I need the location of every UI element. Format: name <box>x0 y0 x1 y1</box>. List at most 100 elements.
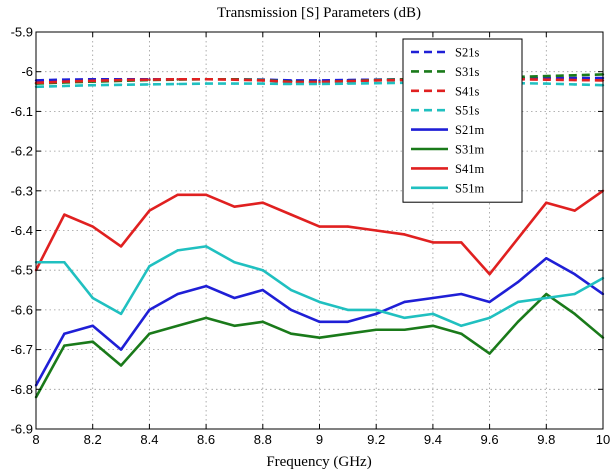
data-point <box>460 332 463 335</box>
x-tick-label: 9 <box>316 432 323 447</box>
data-point <box>204 193 208 196</box>
data-point <box>375 308 378 312</box>
data-point <box>488 300 491 304</box>
data-point <box>204 316 208 320</box>
data-point <box>573 272 576 276</box>
data-point <box>261 269 264 272</box>
y-tick-label: -6.3 <box>11 183 33 198</box>
x-tick-label: 9.6 <box>481 432 499 447</box>
data-point <box>318 225 321 228</box>
data-point <box>375 79 378 82</box>
data-point <box>460 292 463 296</box>
legend-label: S21s <box>455 46 479 60</box>
data-point <box>516 300 520 304</box>
data-point <box>318 300 321 304</box>
data-point <box>119 78 123 82</box>
data-point <box>289 308 293 312</box>
data-point <box>488 352 491 355</box>
data-point <box>148 332 151 335</box>
data-point <box>261 79 264 82</box>
data-point <box>63 344 66 347</box>
data-point <box>573 209 576 212</box>
data-point <box>545 82 548 85</box>
data-point <box>375 312 378 316</box>
legend-label: S21m <box>455 123 484 137</box>
data-point <box>545 296 548 300</box>
data-point <box>119 348 123 351</box>
data-point <box>545 78 548 81</box>
x-tick-label: 8.2 <box>84 432 102 447</box>
data-point <box>488 316 491 320</box>
data-point <box>516 280 520 284</box>
series-S31m <box>34 292 605 399</box>
legend-item: S31s <box>411 65 479 79</box>
data-point <box>403 316 406 320</box>
x-tick-label: 9.2 <box>367 432 385 447</box>
data-point <box>148 78 151 81</box>
data-point <box>148 265 151 268</box>
data-point <box>91 225 94 228</box>
data-point <box>573 78 576 82</box>
y-tick-label: -6.6 <box>11 302 33 317</box>
data-point <box>375 229 378 232</box>
data-point <box>516 237 520 240</box>
y-tick-label: -6.9 <box>11 422 33 437</box>
y-tick-label: -6.1 <box>11 104 33 119</box>
data-point <box>346 308 350 312</box>
data-point <box>204 284 208 288</box>
y-tick-label: -6.5 <box>11 263 33 278</box>
data-point <box>63 213 66 216</box>
data-point <box>63 80 66 83</box>
data-point <box>375 328 378 331</box>
data-point <box>346 225 350 228</box>
data-point <box>346 332 350 335</box>
legend-item: S51s <box>411 104 479 118</box>
data-point <box>346 320 350 324</box>
data-point <box>573 312 576 316</box>
data-point <box>289 288 293 292</box>
data-point <box>91 324 94 327</box>
data-point <box>289 82 293 86</box>
data-point <box>176 78 179 81</box>
legend-label: S31s <box>455 65 479 79</box>
data-point <box>233 261 236 264</box>
data-point <box>545 292 548 296</box>
data-point <box>573 83 576 86</box>
data-point <box>488 272 491 276</box>
data-point <box>261 320 264 324</box>
data-point <box>233 205 236 208</box>
data-point <box>204 245 208 248</box>
data-point <box>460 324 463 327</box>
x-tick-label: 8.8 <box>254 432 272 447</box>
x-tick-label: 9.8 <box>537 432 555 447</box>
data-point <box>516 320 520 324</box>
data-point <box>119 312 123 316</box>
data-point <box>63 84 66 88</box>
y-tick-label: -6.4 <box>11 223 33 238</box>
legend-item: S21m <box>411 123 484 137</box>
data-point <box>63 332 66 335</box>
y-tick-label: -6.2 <box>11 144 33 159</box>
x-axis-label: Frequency (GHz) <box>266 454 371 470</box>
data-point <box>91 79 94 83</box>
data-point <box>176 82 179 86</box>
data-point <box>573 74 576 77</box>
x-tick-label: 8 <box>32 432 39 447</box>
data-point <box>148 308 151 312</box>
axis-ticks: 8 8.2 8.4 8.6 8.8 9 9.2 9.4 9.6 9.8 10 -5.9 -6 -6.1 -6… <box>11 25 611 448</box>
data-point <box>119 245 123 248</box>
y-tick-label: -6.8 <box>11 382 33 397</box>
data-point <box>403 328 406 331</box>
data-point <box>204 82 208 85</box>
data-point <box>403 233 406 236</box>
data-point <box>431 312 435 316</box>
data-point <box>91 84 94 87</box>
data-point <box>431 241 435 244</box>
data-point <box>403 300 406 304</box>
legend-label: S41s <box>455 84 479 98</box>
y-tick-label: -5.9 <box>11 25 33 40</box>
y-tick-label: -6 <box>21 64 33 79</box>
data-point <box>119 83 123 87</box>
legend-box <box>402 38 523 203</box>
